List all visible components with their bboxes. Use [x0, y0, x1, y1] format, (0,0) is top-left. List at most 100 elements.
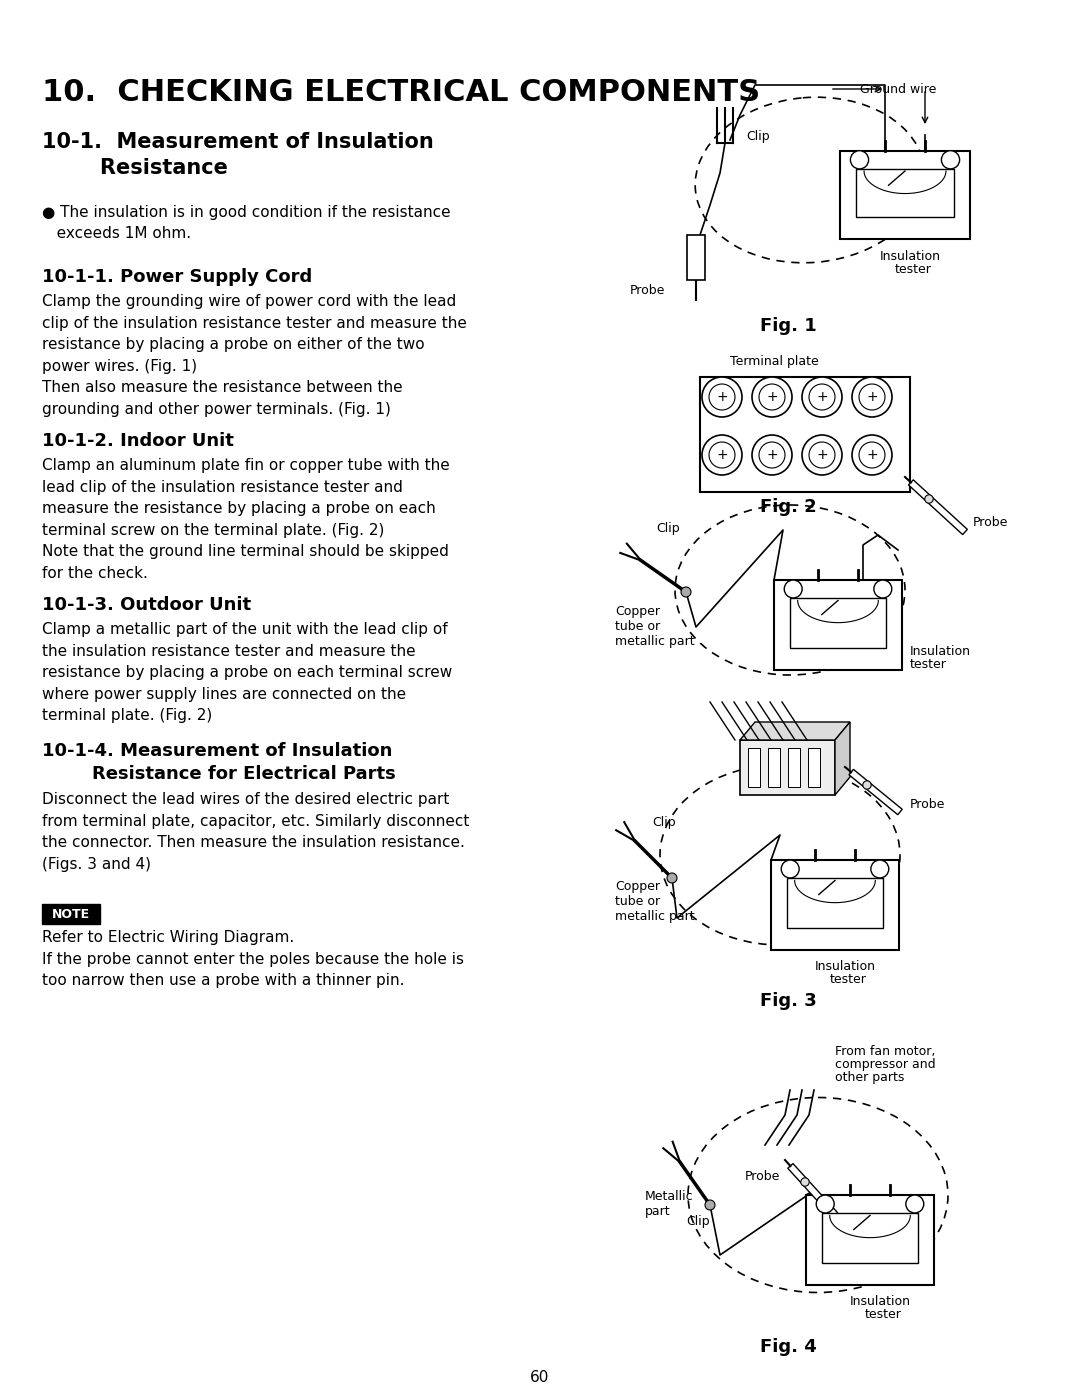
Text: Copper: Copper	[615, 605, 660, 617]
Text: Probe: Probe	[630, 284, 665, 296]
Text: Insulation: Insulation	[880, 250, 941, 263]
Text: Refer to Electric Wiring Diagram.
If the probe cannot enter the poles because th: Refer to Electric Wiring Diagram. If the…	[42, 930, 464, 988]
Polygon shape	[849, 770, 902, 814]
Circle shape	[809, 384, 835, 409]
Text: Fig. 4: Fig. 4	[760, 1338, 816, 1356]
Circle shape	[681, 587, 691, 597]
Text: Clip: Clip	[656, 522, 679, 535]
Text: Clip: Clip	[746, 130, 770, 142]
Text: tester: tester	[831, 972, 867, 986]
Circle shape	[705, 1200, 715, 1210]
Text: Copper: Copper	[615, 880, 660, 893]
Text: +: +	[866, 390, 878, 404]
Text: Probe: Probe	[973, 515, 1009, 528]
Bar	[748, 747, 760, 787]
Text: Probe: Probe	[744, 1171, 780, 1183]
Text: NOTE: NOTE	[52, 908, 90, 921]
Polygon shape	[787, 1164, 838, 1217]
Bar	[808, 747, 820, 787]
Text: +: +	[716, 448, 728, 462]
Text: +: +	[766, 390, 778, 404]
Circle shape	[859, 441, 885, 468]
Text: Insulation: Insulation	[910, 645, 971, 658]
Text: Clip: Clip	[686, 1215, 710, 1228]
Circle shape	[784, 580, 802, 598]
Text: Insulation: Insulation	[850, 1295, 912, 1308]
Circle shape	[759, 441, 785, 468]
Text: Fig. 1: Fig. 1	[760, 317, 816, 335]
Circle shape	[752, 434, 792, 475]
Text: 10-1-1. Power Supply Cord: 10-1-1. Power Supply Cord	[42, 268, 312, 286]
Text: tester: tester	[865, 1308, 902, 1322]
Circle shape	[816, 1194, 834, 1213]
Text: Clamp the grounding wire of power cord with the lead
clip of the insulation resi: Clamp the grounding wire of power cord w…	[42, 293, 467, 416]
Text: Fig. 2: Fig. 2	[760, 497, 816, 515]
Circle shape	[759, 384, 785, 409]
Bar	[42, 904, 100, 923]
Circle shape	[752, 377, 792, 416]
Bar	[822, 1213, 918, 1263]
Circle shape	[852, 434, 892, 475]
Bar	[771, 861, 899, 950]
Text: 10-1.  Measurement of Insulation: 10-1. Measurement of Insulation	[42, 131, 434, 152]
Text: exceeds 1M ohm.: exceeds 1M ohm.	[42, 226, 191, 242]
Text: tube or: tube or	[615, 620, 660, 633]
Circle shape	[906, 1194, 923, 1213]
Polygon shape	[835, 722, 850, 795]
Text: part: part	[645, 1206, 671, 1218]
Circle shape	[667, 873, 677, 883]
Bar	[788, 747, 800, 787]
Circle shape	[942, 151, 960, 169]
Text: Probe: Probe	[910, 798, 945, 810]
Text: 10-1-2. Indoor Unit: 10-1-2. Indoor Unit	[42, 432, 234, 450]
Text: Fig. 3: Fig. 3	[760, 992, 816, 1010]
Bar	[806, 1194, 934, 1285]
Text: tube or: tube or	[615, 895, 660, 908]
Bar	[768, 747, 780, 787]
Circle shape	[924, 495, 933, 503]
Text: Resistance for Electrical Parts: Resistance for Electrical Parts	[42, 766, 395, 782]
Circle shape	[850, 151, 868, 169]
Text: Clamp an aluminum plate fin or copper tube with the
lead clip of the insulation : Clamp an aluminum plate fin or copper tu…	[42, 458, 449, 581]
Text: +: +	[866, 448, 878, 462]
Circle shape	[863, 781, 872, 789]
Text: metallic part: metallic part	[615, 636, 694, 648]
Circle shape	[870, 861, 889, 877]
Text: Ground wire: Ground wire	[860, 82, 936, 96]
Text: Clip: Clip	[652, 816, 676, 828]
Bar	[687, 235, 705, 279]
Polygon shape	[740, 722, 850, 740]
Polygon shape	[908, 479, 968, 535]
Circle shape	[702, 377, 742, 416]
Bar	[856, 169, 954, 217]
Text: +: +	[766, 448, 778, 462]
Text: tester: tester	[895, 263, 932, 277]
Text: Terminal plate: Terminal plate	[730, 355, 819, 367]
Circle shape	[781, 861, 799, 877]
Text: tester: tester	[910, 658, 947, 671]
Text: ● The insulation is in good condition if the resistance: ● The insulation is in good condition if…	[42, 205, 450, 219]
Text: Resistance: Resistance	[42, 158, 228, 177]
Text: 60: 60	[530, 1370, 550, 1384]
Text: From fan motor,: From fan motor,	[835, 1045, 935, 1058]
Text: Insulation: Insulation	[815, 960, 876, 972]
Circle shape	[708, 384, 735, 409]
Text: metallic part: metallic part	[615, 909, 694, 923]
Bar	[840, 151, 970, 239]
Text: 10.  CHECKING ELECTRICAL COMPONENTS: 10. CHECKING ELECTRICAL COMPONENTS	[42, 78, 760, 108]
Text: other parts: other parts	[835, 1071, 904, 1084]
Circle shape	[708, 441, 735, 468]
Bar	[774, 580, 902, 671]
Text: 10-1-3. Outdoor Unit: 10-1-3. Outdoor Unit	[42, 597, 252, 615]
Bar	[700, 377, 910, 492]
Text: Metallic: Metallic	[645, 1190, 693, 1203]
Text: compressor and: compressor and	[835, 1058, 935, 1071]
Circle shape	[859, 384, 885, 409]
Text: +: +	[816, 448, 827, 462]
Text: Disconnect the lead wires of the desired electric part
from terminal plate, capa: Disconnect the lead wires of the desired…	[42, 792, 470, 872]
Text: +: +	[816, 390, 827, 404]
Circle shape	[800, 1178, 809, 1186]
Circle shape	[874, 580, 892, 598]
Bar	[789, 598, 886, 647]
Circle shape	[802, 434, 842, 475]
